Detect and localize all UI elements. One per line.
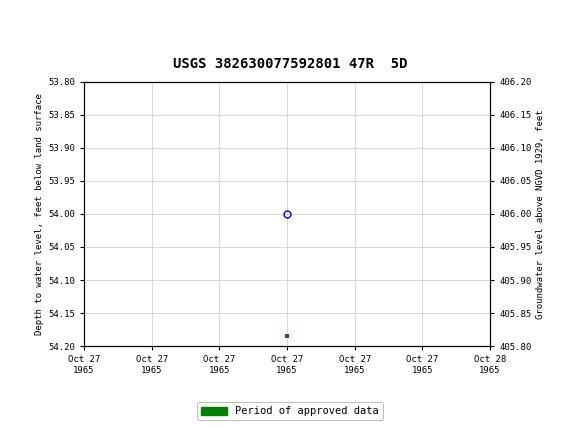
- Text: USGS 382630077592801 47R  5D: USGS 382630077592801 47R 5D: [173, 57, 407, 71]
- Text: ≡USGS: ≡USGS: [5, 11, 75, 29]
- Y-axis label: Groundwater level above NGVD 1929, feet: Groundwater level above NGVD 1929, feet: [535, 109, 545, 319]
- Y-axis label: Depth to water level, feet below land surface: Depth to water level, feet below land su…: [35, 93, 44, 335]
- Legend: Period of approved data: Period of approved data: [197, 402, 383, 421]
